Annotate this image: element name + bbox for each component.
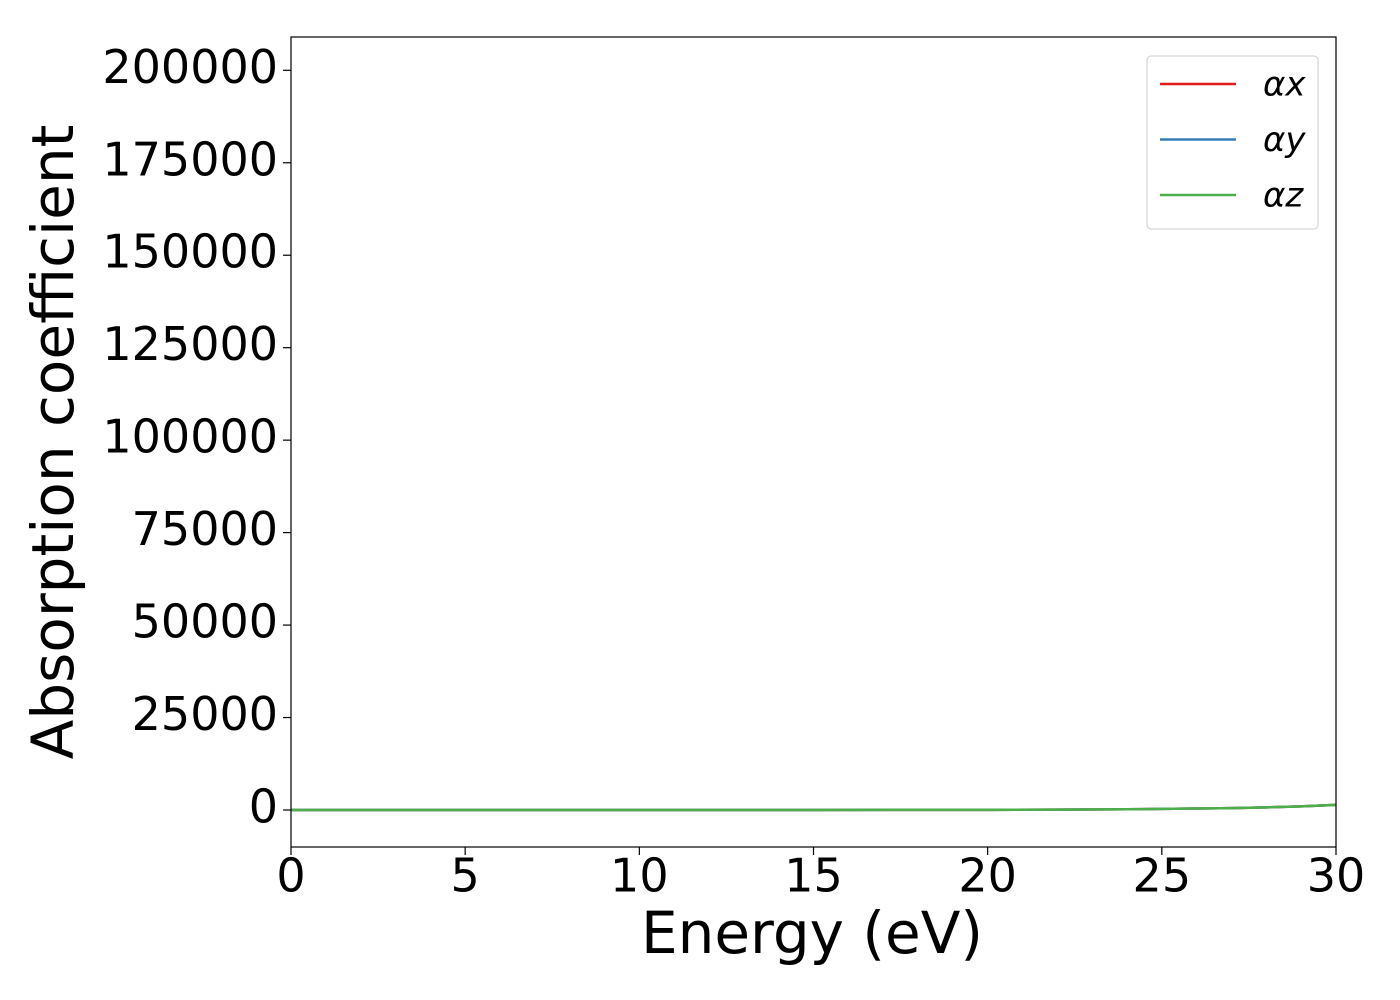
x-tick-label: 25	[1133, 849, 1192, 903]
legend-label: αy	[1263, 120, 1306, 160]
y-tick-label: 100000	[102, 410, 278, 464]
legend-label: αz	[1263, 176, 1304, 216]
legend-box	[1146, 55, 1319, 230]
y-tick-label: 75000	[132, 502, 278, 556]
y-tick-label: 175000	[102, 132, 278, 186]
x-tick-label: 10	[610, 849, 669, 903]
series-line	[291, 803, 1337, 812]
legend-label: αx	[1263, 65, 1306, 105]
y-tick-label: 0	[249, 780, 278, 834]
x-tick-label: 30	[1307, 849, 1366, 903]
y-tick-label: 50000	[132, 595, 278, 649]
x-tick-label: 0	[276, 849, 305, 903]
y-axis-label: Absorption coefficient	[19, 125, 87, 760]
y-tick-label: 125000	[102, 317, 278, 371]
plot-frame	[290, 36, 1337, 848]
x-tick-label: 5	[451, 849, 480, 903]
x-axis-label: Energy (eV)	[641, 899, 983, 967]
y-tick-label: 200000	[102, 40, 278, 94]
y-tick-label: 150000	[102, 225, 278, 279]
y-tick-label: 25000	[132, 687, 278, 741]
x-tick-label: 15	[784, 849, 843, 903]
x-tick-label: 20	[958, 849, 1017, 903]
